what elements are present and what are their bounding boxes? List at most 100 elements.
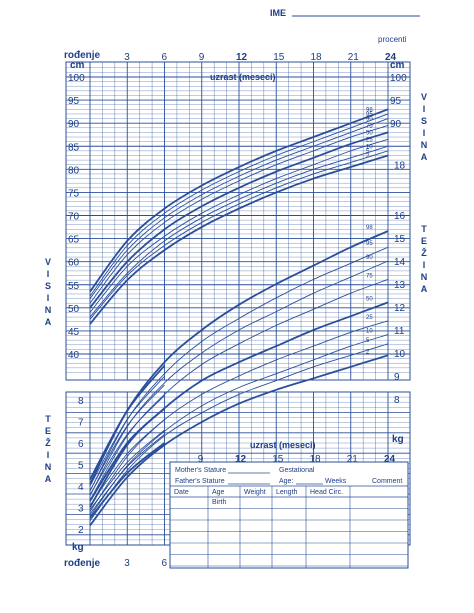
weight-curve-label: 25	[366, 315, 373, 321]
record-table: Mother's Stature Father's Stature Gestat…	[169, 461, 409, 569]
x-tick-mid: 24	[384, 454, 396, 465]
length-curve-p2	[89, 154, 389, 325]
weight-curve-p25	[89, 320, 389, 512]
weight-early-curve-p75	[89, 395, 165, 495]
vertical-letter: V	[45, 257, 51, 267]
x-tick-top: 21	[348, 52, 360, 63]
length-curve-p10	[89, 145, 389, 318]
length-curve-label: 75	[366, 123, 373, 129]
x-tick-mid: 21	[347, 454, 359, 465]
weight-curve-label: 5	[366, 338, 370, 344]
vertical-letter: Ž	[45, 437, 51, 448]
length-tick-left: 65	[68, 235, 80, 246]
weeks-label: Weeks	[325, 478, 347, 485]
x-tick-top: 9	[199, 52, 205, 63]
kg-label-left: kg	[72, 542, 84, 553]
vertical-letter: I	[423, 128, 426, 138]
length-tick-left: 95	[68, 96, 80, 107]
length-tick-left: 50	[68, 304, 80, 315]
x-tick-top: 18	[311, 52, 323, 63]
vertical-letter: N	[421, 140, 428, 150]
name-label: IME	[270, 8, 286, 18]
weight-curve-label: 10	[366, 329, 373, 335]
length-curve-p90	[89, 118, 389, 299]
weight-tick-right: 16	[394, 211, 406, 222]
x-tick-mid: 12	[235, 454, 247, 465]
vertical-letter: V	[421, 92, 427, 102]
length-curve-label: 5	[366, 149, 370, 155]
upper-grid	[65, 61, 411, 381]
birth-label-top: rođenje	[64, 50, 101, 61]
vertical-letter: I	[423, 104, 426, 114]
vertical-letter: N	[45, 305, 52, 315]
weight-early-curve-p5	[89, 434, 165, 515]
length-tick-left: 75	[68, 188, 80, 199]
gestational-age-label: Age:	[279, 478, 293, 485]
length-curve-p98	[89, 108, 389, 293]
vertical-letter: S	[45, 281, 51, 291]
length-curve-label: 50	[366, 130, 373, 136]
length-tick-left: 60	[68, 258, 80, 269]
comment-label: Comment	[372, 478, 402, 485]
weight-tick-left: 2	[78, 525, 84, 536]
length-tick-left: 45	[68, 327, 80, 338]
vertical-letter: T	[421, 224, 427, 234]
weight-tick-right: 9	[394, 372, 400, 383]
x-tick-mid: 15	[272, 454, 284, 465]
weight-tick-right: 12	[394, 303, 406, 314]
vertical-letter: Ž	[421, 247, 427, 258]
weight-early-curve-p50	[89, 407, 166, 502]
age-axis-title-mid: uzrast (meseci)	[250, 440, 316, 450]
length-tick-left: 55	[68, 281, 80, 292]
weight-tick-left: 5	[78, 461, 84, 472]
weight-tick-left: 6	[78, 439, 84, 450]
length-ticks-right: 100 95 90	[390, 73, 407, 130]
mothers-stature-label: Mother's Stature	[175, 467, 226, 474]
length-curve-p25	[89, 138, 389, 313]
weight-early-curve-p90	[89, 384, 165, 491]
vertical-letter: A	[421, 152, 428, 162]
birth-label-bottom: rođenje	[64, 558, 101, 569]
weight-curve-label: 2	[366, 349, 370, 355]
vertical-letter: N	[45, 462, 52, 472]
vertical-letter: A	[45, 474, 52, 484]
cm-label-right: cm	[390, 60, 405, 71]
weight-tick-right: 10	[394, 349, 406, 360]
fathers-stature-label: Father's Stature	[175, 478, 225, 485]
weight-curve-p2	[89, 354, 389, 527]
length-tick-left: 70	[68, 212, 80, 223]
x-tick-top: 6	[162, 52, 168, 63]
length-curve-label: 98	[366, 107, 373, 113]
weight-curve-label: 98	[366, 225, 373, 231]
weight-curve-label: 90	[366, 255, 373, 261]
vertical-letter: T	[45, 414, 51, 424]
weight-curve-label: 75	[366, 273, 373, 279]
weight-tick-right: 11	[394, 326, 405, 337]
weight-ticks-right: 16 15 14 13 12 11 10 9 8 18	[394, 161, 406, 406]
upper-grid-frame	[65, 61, 411, 381]
length-ticks-left: 100 95 90 85 80 75 70 65 60 55 50 45 40	[68, 73, 85, 361]
vertical-letter: A	[45, 317, 52, 327]
length-tick-left: 90	[68, 119, 80, 130]
weight-early-curve-p25	[89, 419, 165, 506]
weight-tick-right: 15	[394, 234, 406, 245]
weight-tick-left: 7	[78, 418, 84, 429]
vertical-letter: E	[45, 426, 51, 436]
vertical-letter: S	[421, 116, 427, 126]
length-curve-label: 90	[366, 117, 373, 123]
weight-tick-left: 4	[78, 482, 84, 493]
weight-ticks-left: 8 7 6 5 4 3 2	[78, 396, 84, 536]
weight-curve-label: 95	[366, 241, 373, 247]
vertical-letter: I	[47, 269, 50, 279]
table-col-header: Age	[212, 489, 225, 496]
length-tick-right: 90	[390, 119, 402, 130]
length-curve-p95	[89, 113, 389, 297]
cm-label-left: cm	[70, 60, 85, 71]
vertical-letter: I	[47, 293, 50, 303]
x-ticks-top: 3 6 9 12 15 18 21 24	[124, 52, 396, 63]
